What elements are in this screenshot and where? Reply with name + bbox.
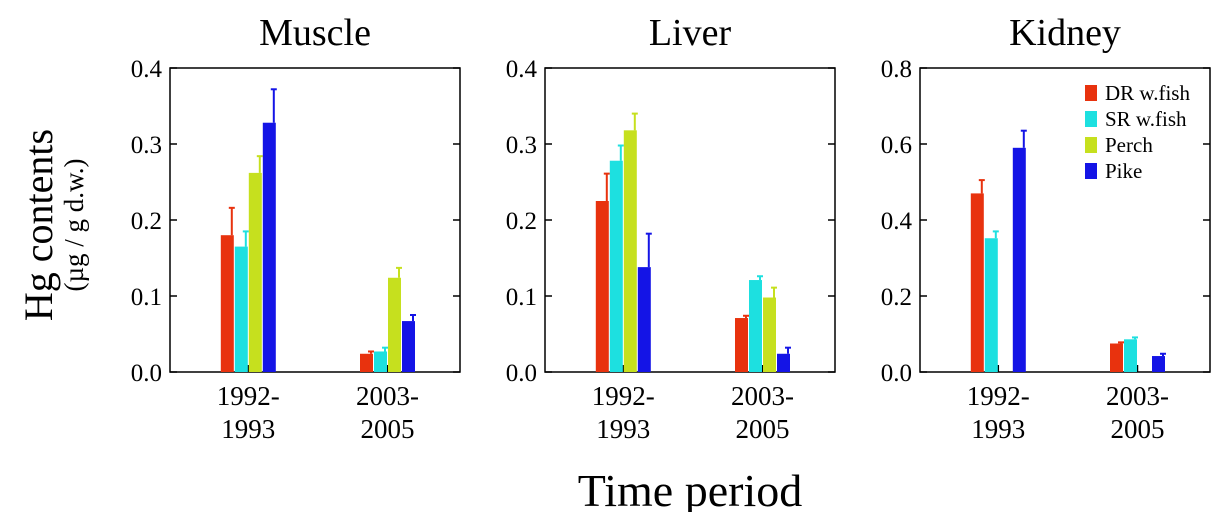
legend-label: Perch — [1105, 133, 1153, 157]
x-tick-label: 1992- — [217, 381, 280, 411]
y-tick-label: 0.3 — [506, 132, 537, 159]
y-tick-label: 0.0 — [506, 360, 537, 387]
bar-perch — [388, 277, 401, 372]
bar-pike — [262, 122, 276, 372]
y-tick-label: 0.2 — [131, 208, 162, 235]
x-tick-label: 1993 — [971, 414, 1025, 444]
y-tick-label: 0.4 — [131, 56, 163, 83]
y-tick-label: 0.2 — [881, 284, 912, 311]
bar-sr-w-fish — [374, 351, 387, 372]
panel-muscle: Muscle 0.0 0.1 0.2 0.3 0.4 1992-1993 2003-2005 — [131, 12, 461, 444]
y-axis-label-main: Hg contents — [16, 129, 61, 321]
bar-sr-w-fish — [1124, 339, 1137, 372]
bar-pike — [777, 353, 790, 372]
legend-swatch — [1085, 137, 1097, 153]
x-tick-label: 1993 — [221, 414, 275, 444]
y-axis-label-unit: (µg / g d.w.) — [59, 158, 89, 291]
bar-sr-w-fish — [609, 160, 623, 372]
x-tick-label: 1992- — [967, 381, 1030, 411]
bar-dr-w-fish — [595, 201, 609, 372]
bar-perch — [248, 172, 262, 372]
bar-pike — [637, 267, 651, 372]
x-tick-label: 1993 — [596, 414, 650, 444]
x-tick-label: 2003- — [731, 381, 794, 411]
panels: Muscle0.00.10.20.30.41992-19932003-2005L… — [131, 12, 1211, 444]
y-tick-label: 0.0 — [881, 360, 912, 387]
legend-label: DR w.fish — [1105, 81, 1190, 105]
panel-liver: Liver 0.0 0.1 0.2 0.3 0.4 1992-1993 2003-2005 — [506, 12, 836, 444]
panel-title: Liver — [649, 12, 732, 54]
legend-label: SR w.fish — [1105, 107, 1187, 131]
bar-dr-w-fish — [220, 235, 234, 372]
x-tick-label: 2005 — [361, 414, 415, 444]
legend-swatch — [1085, 85, 1097, 101]
x-axis-label: Time period — [578, 465, 802, 512]
plot-frame — [169, 67, 461, 373]
x-tick-label: 2003- — [1106, 381, 1169, 411]
y-tick-label: 0.4 — [881, 208, 913, 235]
y-tick-label: 0.6 — [881, 132, 912, 159]
bar-pike — [1152, 356, 1165, 372]
y-tick-label: 0.1 — [506, 284, 537, 311]
x-tick-label: 1992- — [592, 381, 655, 411]
bar-sr-w-fish — [984, 238, 998, 372]
bar-dr-w-fish — [360, 353, 373, 372]
panel-title: Muscle — [259, 12, 371, 54]
x-tick-label: 2005 — [736, 414, 790, 444]
bar-sr-w-fish — [749, 280, 762, 372]
bar-dr-w-fish — [970, 193, 984, 372]
plot-frame — [544, 67, 836, 373]
bar-sr-w-fish — [234, 246, 248, 372]
bar-perch — [623, 130, 637, 372]
y-tick-label: 0.3 — [131, 132, 162, 159]
legend-label: Pike — [1105, 159, 1142, 183]
y-tick-label: 0.2 — [506, 208, 537, 235]
bar-perch — [763, 297, 776, 372]
legend-swatch — [1085, 111, 1097, 127]
y-tick-label: 0.8 — [881, 56, 912, 83]
bar-dr-w-fish — [735, 318, 748, 372]
y-tick-label: 0.4 — [506, 56, 538, 83]
panel-title: Kidney — [1009, 12, 1121, 54]
legend-swatch — [1085, 163, 1097, 179]
y-tick-label: 0.1 — [131, 284, 162, 311]
y-tick-label: 0.0 — [131, 360, 162, 387]
x-tick-label: 2005 — [1111, 414, 1165, 444]
x-tick-label: 2003- — [356, 381, 419, 411]
bar-pike — [1012, 147, 1026, 372]
bar-pike — [402, 321, 415, 372]
panel-kidney: Kidney 0.0 0.2 0.4 0.6 0.8 1992-1993 2003-2005 — [881, 12, 1211, 444]
bar-dr-w-fish — [1110, 343, 1123, 372]
